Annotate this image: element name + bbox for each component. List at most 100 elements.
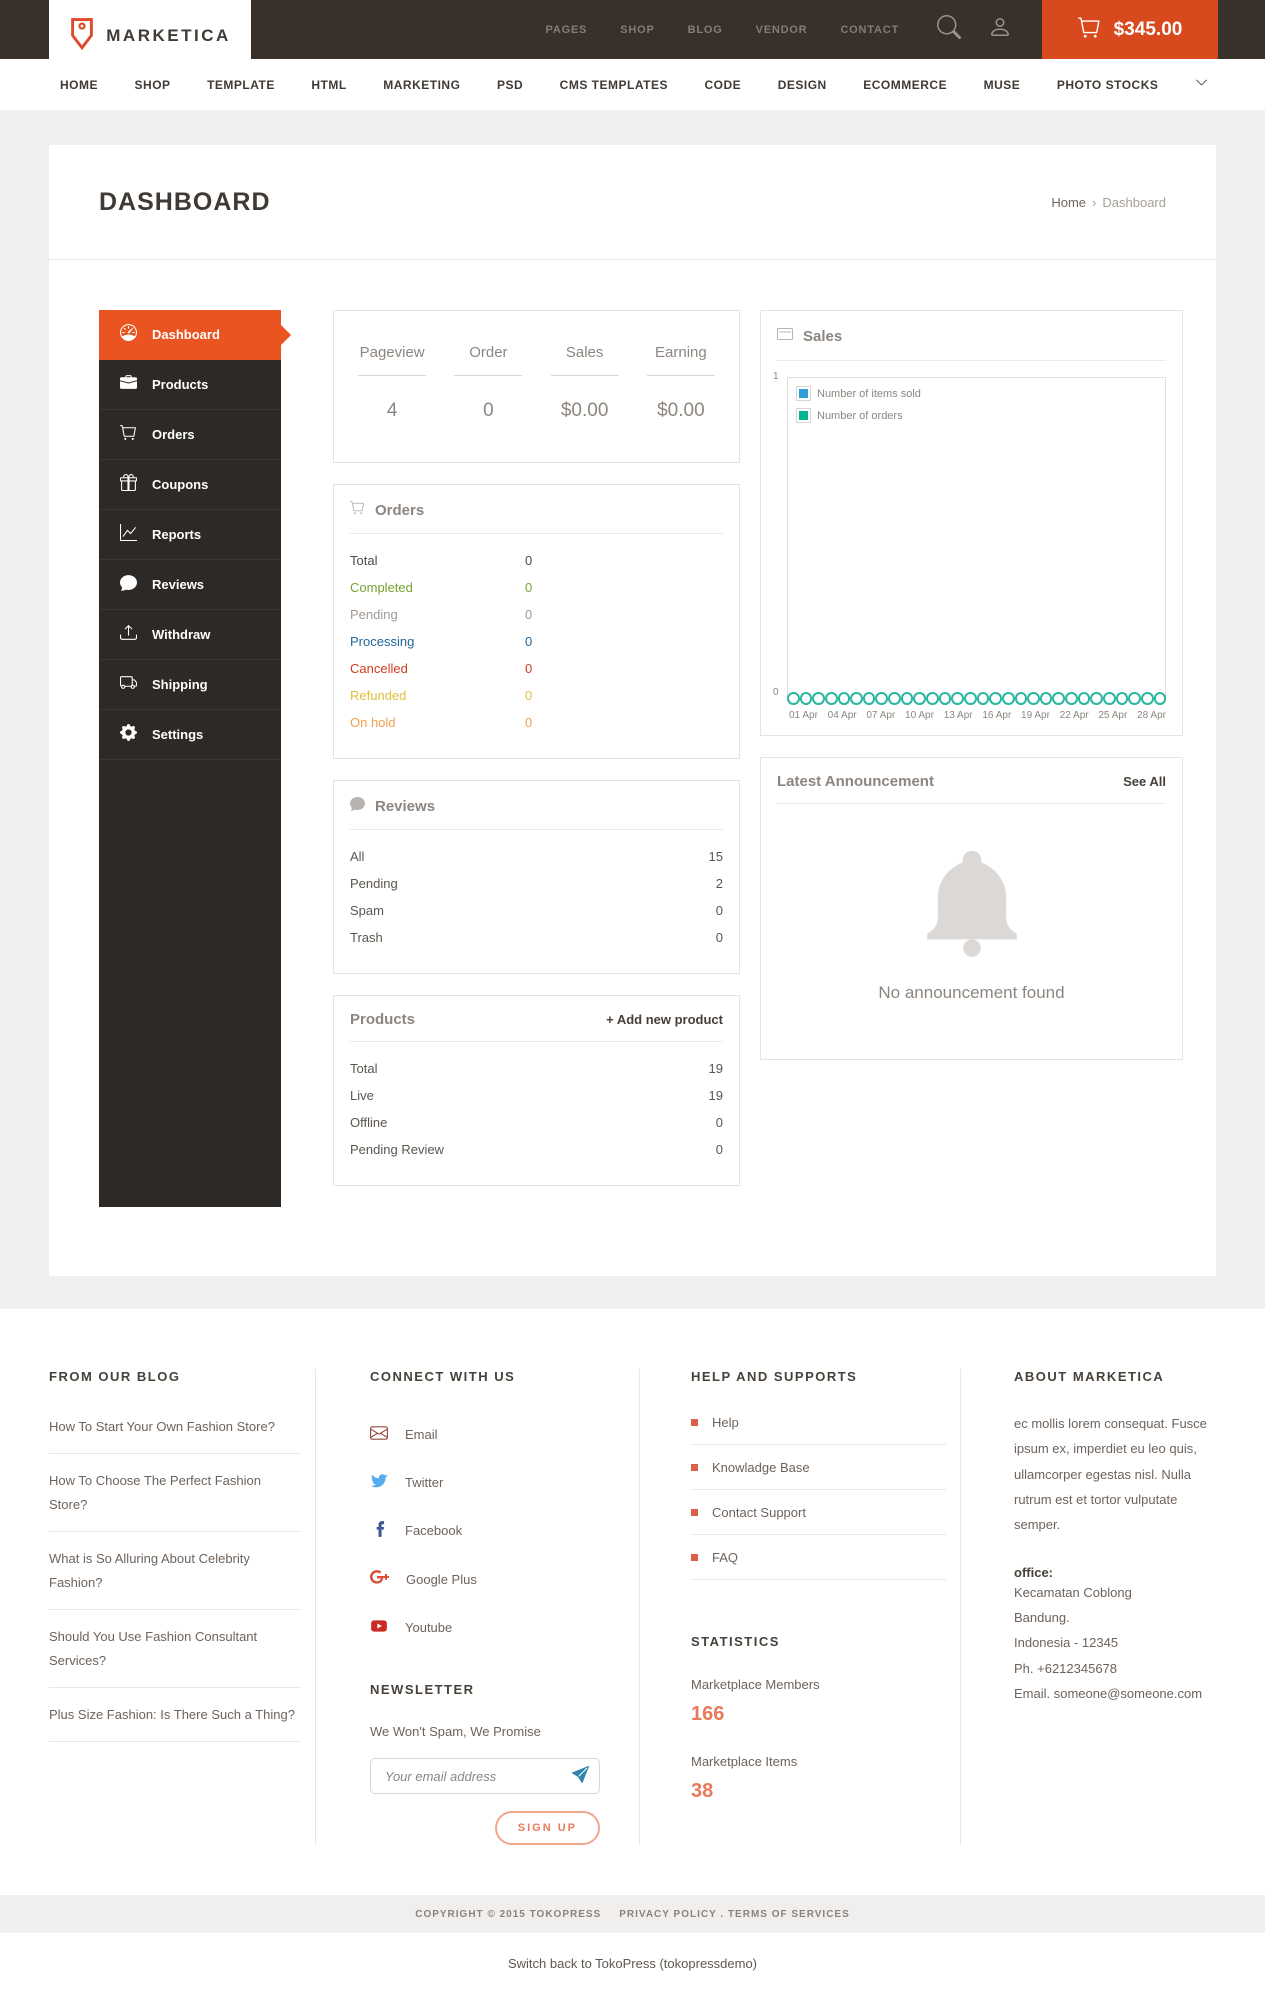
sidebar-item-reviews[interactable]: Reviews <box>99 560 281 610</box>
social-label: Youtube <box>405 1620 453 1635</box>
sidebar-item-coupons[interactable]: Coupons <box>99 460 281 510</box>
blog-post-link[interactable]: Plus Size Fashion: Is There Such a Thing… <box>49 1688 301 1743</box>
help-link[interactable]: FAQ <box>691 1535 946 1580</box>
x-axis-tick-label: 01 Apr <box>789 710 818 721</box>
order-status-row: Cancelled 0 <box>350 655 723 682</box>
chevron-down-icon[interactable] <box>1195 76 1208 94</box>
review-filter-link[interactable]: Spam <box>350 903 384 918</box>
breadcrumb-home-link[interactable]: Home <box>1051 194 1087 210</box>
blog-post-link[interactable]: What is So Alluring About Celebrity Fash… <box>49 1532 301 1611</box>
main-nav-ecommerce[interactable]: ECOMMERCE <box>863 77 948 92</box>
brand-logo[interactable]: MARKETICA <box>49 0 251 72</box>
product-filter-link[interactable]: Total <box>350 1061 378 1076</box>
stat-underline <box>550 375 619 376</box>
main-nav-muse[interactable]: MUSE <box>983 77 1021 92</box>
sidebar-label: Dashboard <box>152 327 220 342</box>
sidebar-label: Settings <box>152 727 204 742</box>
data-point-marker <box>799 692 813 705</box>
main-nav-html[interactable]: HTML <box>311 77 347 92</box>
stat-label: Earning <box>655 344 707 361</box>
order-status-link[interactable]: Refunded <box>350 688 407 703</box>
order-status-link[interactable]: Pending <box>350 607 398 622</box>
social-link-email[interactable]: Email <box>370 1424 625 1445</box>
social-link-google-plus[interactable]: Google Plus <box>370 1568 625 1590</box>
sidebar-item-products[interactable]: Products <box>99 360 281 410</box>
order-status-row: Total 0 <box>350 547 723 574</box>
newsletter-tagline: We Won't Spam, We Promise <box>370 1724 541 1739</box>
x-axis-tick-label: 07 Apr <box>866 710 896 721</box>
main-nav-home[interactable]: HOME <box>60 77 98 92</box>
social-link-youtube[interactable]: Youtube <box>370 1617 625 1638</box>
order-status-link[interactable]: On hold <box>350 715 396 730</box>
x-axis-tick-label: 28 Apr <box>1137 710 1166 721</box>
product-count: 19 <box>708 1088 723 1103</box>
add-new-product-link[interactable]: + Add new product <box>606 1012 723 1027</box>
order-status-link[interactable]: Total <box>350 553 378 568</box>
sidebar-label: Withdraw <box>152 627 211 642</box>
product-filter-link[interactable]: Offline <box>350 1115 388 1130</box>
sidebar-label: Products <box>152 377 209 392</box>
sidebar-item-settings[interactable]: Settings <box>99 710 281 760</box>
legend-item: Number of orders <box>796 408 921 423</box>
review-row: Spam 0 <box>350 897 723 924</box>
main-nav-photo-stocks[interactable]: PHOTO STOCKS <box>1056 77 1159 92</box>
sidebar-item-withdraw[interactable]: Withdraw <box>99 610 281 660</box>
topbar-nav-shop[interactable]: SHOP <box>620 23 655 36</box>
blog-post-link[interactable]: How To Start Your Own Fashion Store? <box>49 1400 301 1455</box>
blog-post-link[interactable]: Should You Use Fashion Consultant Servic… <box>49 1610 301 1689</box>
product-filter-link[interactable]: Pending Review <box>350 1142 444 1157</box>
main-nav-shop[interactable]: SHOP <box>134 77 171 92</box>
review-filter-link[interactable]: Pending <box>350 876 398 891</box>
order-status-link[interactable]: Processing <box>350 634 415 649</box>
main-nav-psd[interactable]: PSD <box>496 77 524 92</box>
topbar-nav-contact[interactable]: CONTACT <box>840 23 899 36</box>
help-link[interactable]: Knowladge Base <box>691 1445 946 1490</box>
order-status-link[interactable]: Cancelled <box>350 661 408 676</box>
social-link-twitter[interactable]: Twitter <box>370 1472 625 1493</box>
main-nav-template[interactable]: TEMPLATE <box>207 77 275 92</box>
topbar-nav-vendor[interactable]: VENDOR <box>755 23 808 36</box>
card-icon <box>777 326 793 347</box>
help-link[interactable]: Contact Support <box>691 1490 946 1535</box>
main-nav-code[interactable]: CODE <box>704 77 742 92</box>
blog-post-link[interactable]: How To Choose The Perfect Fashion Store? <box>49 1454 301 1533</box>
data-point-marker <box>1039 692 1053 705</box>
panel-title: Orders <box>375 501 425 519</box>
sidebar-item-reports[interactable]: Reports <box>99 510 281 560</box>
topbar-nav-blog[interactable]: BLOG <box>687 23 723 36</box>
social-link-facebook[interactable]: Facebook <box>370 1520 625 1541</box>
see-all-link[interactable]: See All <box>1123 774 1166 789</box>
data-point-marker <box>1027 692 1040 705</box>
review-filter-link[interactable]: All <box>350 849 365 864</box>
sign-up-button[interactable]: SIGN UP <box>494 1811 600 1845</box>
data-point-marker <box>812 692 825 705</box>
sidebar-item-orders[interactable]: Orders <box>99 410 281 460</box>
privacy-policy-link[interactable]: PRIVACY POLICY <box>619 1908 717 1920</box>
user-account-icon[interactable] <box>988 15 1012 44</box>
help-link[interactable]: Help <box>691 1400 946 1445</box>
stat-underline <box>358 375 427 376</box>
review-filter-link[interactable]: Trash <box>350 930 383 945</box>
chart-x-ticks: 01 Apr 04 Apr 07 Apr 10 Apr 13 Apr 16 Apr 19 A… <box>787 699 1166 735</box>
stat-value: 166 <box>691 1703 725 1725</box>
comments-icon <box>120 574 137 596</box>
switch-back-link[interactable]: Switch back to TokoPress (tokopressdemo) <box>507 1956 758 1971</box>
sidebar-item-shipping[interactable]: Shipping <box>99 660 281 710</box>
order-status-count: 0 <box>525 607 533 622</box>
top-bar: MARKETICA PAGES SHOP BLOG VENDOR CONTACT… <box>0 0 1265 72</box>
order-status-row: On hold 0 <box>350 709 723 736</box>
vendor-sidebar: Dashboard Products Orders Coupons <box>99 310 291 1207</box>
newsletter-email-input[interactable] <box>385 1768 572 1784</box>
main-nav-cms-templates[interactable]: CMS TEMPLATES <box>559 77 668 92</box>
main-nav-design[interactable]: DESIGN <box>777 77 827 92</box>
send-plane-icon[interactable] <box>572 1766 589 1786</box>
cart-button[interactable]: $345.00 <box>1042 0 1218 59</box>
terms-link[interactable]: TERMS OF SERVICES <box>727 1908 850 1920</box>
order-status-link[interactable]: Completed <box>350 580 413 595</box>
stat-underline <box>454 375 523 376</box>
topbar-nav-pages[interactable]: PAGES <box>545 23 588 36</box>
main-nav-marketing[interactable]: MARKETING <box>383 77 461 92</box>
product-filter-link[interactable]: Live <box>350 1088 374 1103</box>
search-icon[interactable] <box>936 15 961 44</box>
sidebar-item-dashboard[interactable]: Dashboard <box>99 310 291 360</box>
